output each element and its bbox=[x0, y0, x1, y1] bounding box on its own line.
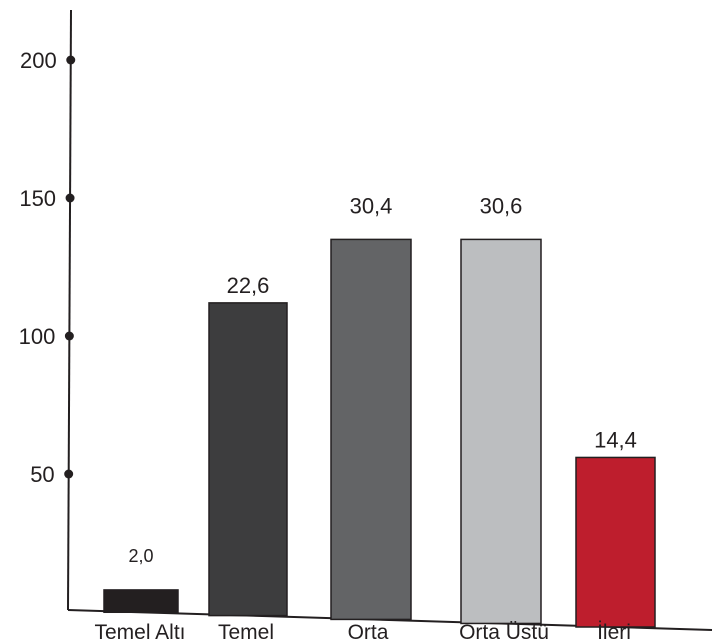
y-tick-dot bbox=[64, 469, 74, 479]
y-tick-label: 100 bbox=[19, 324, 56, 349]
chart-labels: 50 100 150 200 2,0 Temel Altı 22,6 Temel 30,4 Ort… bbox=[19, 48, 637, 644]
bar-value-label: 30,4 bbox=[350, 193, 393, 218]
y-tick-label: 150 bbox=[19, 186, 56, 211]
bar bbox=[208, 302, 288, 617]
bar-value-label: 22,6 bbox=[227, 273, 270, 298]
y-tick-dot bbox=[65, 193, 75, 203]
y-tick-dot bbox=[64, 331, 74, 341]
category-label: İleri bbox=[597, 621, 631, 644]
chart-bars bbox=[103, 238, 656, 628]
bar bbox=[103, 589, 179, 614]
bar-value-label: 30,6 bbox=[480, 193, 523, 218]
y-tick-label: 200 bbox=[20, 48, 57, 73]
bar bbox=[330, 238, 412, 621]
bar bbox=[460, 238, 542, 625]
category-label: Temel bbox=[218, 621, 274, 644]
y-tick-label: 50 bbox=[30, 462, 54, 487]
category-label: Temel Altı bbox=[94, 621, 185, 644]
category-label: Orta Üstü bbox=[459, 621, 549, 644]
bar-value-label: 2,0 bbox=[128, 546, 153, 566]
y-tick-dot bbox=[66, 55, 76, 65]
category-label: Orta bbox=[348, 621, 389, 644]
bar bbox=[575, 456, 656, 628]
y-axis-line bbox=[67, 9, 72, 611]
bar-value-label: 14,4 bbox=[594, 427, 637, 452]
